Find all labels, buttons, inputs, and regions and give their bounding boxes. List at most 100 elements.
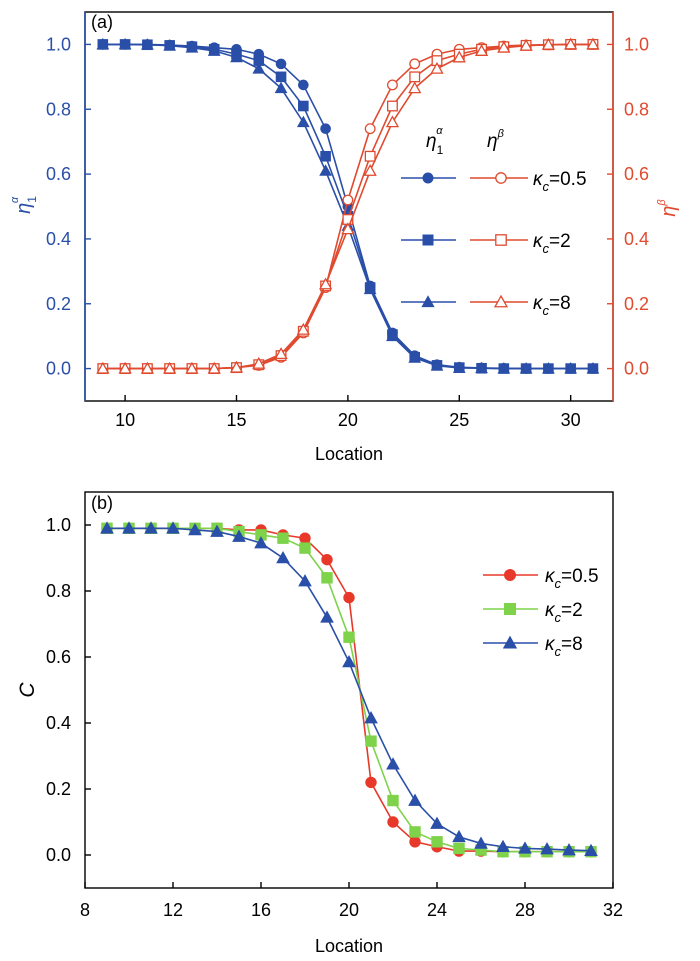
- data-point: [320, 610, 334, 623]
- left-y-tick-label: 0.8: [46, 99, 71, 119]
- panel-a-axes: 0.0 0.0 0.2 0.2 0.4 0.4 0.6 0.6 0.8 0.8 1.0 1.0 10 15…: [46, 12, 649, 430]
- panel-b-axes: 0.0 0.2 0.4 0.6 0.8 1.0 8 12 16 20 24 28 32: [46, 515, 623, 920]
- data-point: [363, 163, 377, 176]
- data-point: [430, 61, 444, 74]
- legend-row: κc=8: [483, 634, 583, 659]
- panel-a-right-y-label: ηβ: [656, 199, 680, 217]
- data-point: [275, 71, 287, 83]
- right-y-tick-label: 1.0: [624, 34, 649, 54]
- data-point: [452, 829, 466, 843]
- legend-marker: [502, 635, 518, 649]
- data-point: [518, 841, 532, 854]
- data-point: [342, 654, 356, 668]
- data-point: [144, 521, 158, 534]
- series-line: [107, 527, 591, 853]
- data-point: [386, 757, 400, 770]
- svg-text:ηβ: ηβ: [656, 199, 680, 217]
- x-tick-label: 30: [561, 410, 581, 430]
- legend-entry-label: κc=8: [545, 634, 583, 659]
- left-y-tick-label: 1.0: [46, 34, 71, 54]
- data-point: [409, 58, 421, 70]
- legend-marker: [504, 569, 516, 581]
- series-circle: [101, 522, 597, 858]
- x-tick-label: 10: [115, 410, 135, 430]
- legend-marker-left: [421, 295, 435, 308]
- data-point: [386, 329, 399, 342]
- data-point: [118, 37, 132, 50]
- data-point: [163, 361, 177, 374]
- data-point: [409, 836, 421, 848]
- panel-a-x-axis-label: Location: [315, 444, 383, 464]
- data-point: [254, 536, 268, 549]
- data-point: [320, 150, 331, 162]
- data-point: [118, 361, 132, 374]
- data-point: [210, 524, 224, 537]
- legend-marker-right: [495, 172, 507, 184]
- left-y-tick-label: 0.4: [46, 229, 71, 249]
- legend-marker-right: [495, 234, 507, 246]
- data-point: [408, 81, 422, 94]
- x-tick-label: 16: [251, 900, 271, 920]
- data-point: [342, 194, 354, 206]
- y-tick-label: 0.4: [46, 713, 71, 733]
- panel-b-label: (b): [91, 493, 113, 513]
- data-point: [185, 41, 199, 53]
- data-point: [274, 347, 288, 360]
- data-point: [497, 40, 511, 53]
- data-point: [252, 62, 266, 74]
- data-point: [586, 362, 600, 374]
- panel-b-x-axis-label: Location: [315, 936, 383, 956]
- legend-marker-right: [493, 294, 509, 308]
- panel-a-legend-rows: κc=0.5 κc=2 κc=8: [401, 169, 587, 318]
- panel-b-y-label: C: [16, 682, 39, 698]
- series-line: [107, 527, 592, 852]
- data-point: [387, 816, 399, 828]
- x-tick-label: 8: [80, 900, 90, 920]
- data-point: [385, 115, 400, 128]
- series-eta1_alpha-circle: [97, 39, 599, 374]
- legend-row: κc=0.5: [483, 566, 599, 591]
- data-point: [474, 836, 488, 849]
- data-point: [452, 50, 466, 63]
- data-point: [298, 574, 312, 587]
- left-y-tick-label: 0.0: [46, 359, 71, 379]
- data-point: [519, 362, 533, 374]
- data-point: [364, 711, 378, 724]
- data-point: [140, 361, 155, 374]
- series-eta_beta-triangle: [96, 37, 600, 374]
- y-tick-label: 0.2: [46, 779, 71, 799]
- data-point: [275, 58, 287, 70]
- x-tick-label: 28: [515, 900, 535, 920]
- data-point: [96, 361, 110, 374]
- y-tick-label: 0.8: [46, 581, 71, 601]
- data-point: [252, 356, 266, 369]
- data-point: [299, 542, 311, 554]
- panel-b: (b) 0.0 0.2 0.4 0.6 0.8 1.0 8 12 16 20 24 28 32 Loca…: [16, 491, 623, 956]
- legend-row: κc=2: [401, 231, 571, 256]
- data-point: [475, 361, 488, 374]
- left-y-tick-label: 0.6: [46, 164, 71, 184]
- data-point: [296, 115, 310, 128]
- data-point: [364, 150, 376, 162]
- data-point: [232, 529, 246, 542]
- x-tick-label: 15: [226, 410, 246, 430]
- panel-a-legend: η1α ηβ κc=0.5 κc=2 κc=8: [401, 125, 587, 318]
- data-point: [207, 361, 221, 374]
- data-point: [497, 362, 511, 374]
- data-point: [274, 81, 288, 94]
- panel-b-legend: κc=0.5 κc=2 κc=8: [483, 566, 599, 659]
- x-tick-label: 20: [339, 900, 359, 920]
- svg-text:η1α: η1α: [9, 196, 39, 214]
- data-point: [584, 843, 598, 856]
- left-y-tick-label: 0.2: [46, 294, 71, 314]
- data-point: [229, 360, 244, 373]
- data-point: [430, 359, 444, 371]
- data-point: [365, 776, 377, 789]
- data-point: [96, 37, 110, 50]
- series-triangle: [100, 521, 598, 856]
- data-point: [299, 532, 311, 544]
- panel-b-frame: [84, 491, 614, 889]
- left-y-sub: 1: [25, 196, 39, 203]
- data-point: [321, 553, 333, 566]
- data-point: [387, 794, 399, 807]
